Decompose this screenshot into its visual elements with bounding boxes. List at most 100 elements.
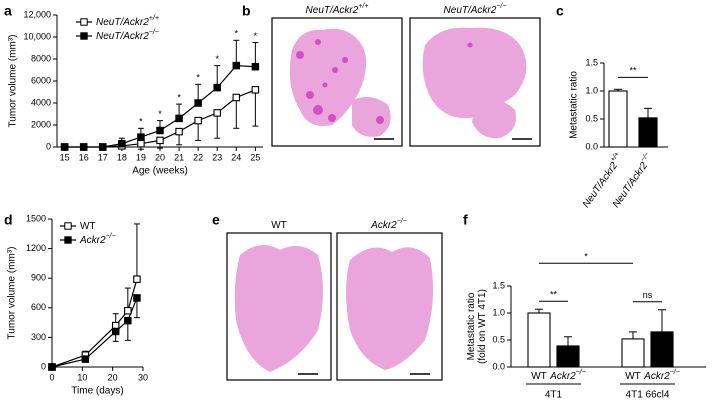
y-tick-label: 1.5 xyxy=(492,280,505,290)
panel-label: e xyxy=(212,212,220,228)
lung-tissue xyxy=(289,28,367,126)
marker xyxy=(124,316,132,325)
marker xyxy=(137,139,145,148)
x-tick-label: 18 xyxy=(117,152,127,162)
marker xyxy=(194,116,202,125)
bar xyxy=(650,331,674,368)
image-title-text: WT xyxy=(271,220,287,231)
bar xyxy=(556,345,580,368)
significance: * xyxy=(177,92,181,102)
x-tick-label-text: WT xyxy=(531,371,547,382)
x-tick-label: 17 xyxy=(98,152,108,162)
x-tick-label-sup: +/+ xyxy=(610,151,622,163)
x-tick-label: 21 xyxy=(174,152,184,162)
y-tick-label: 600 xyxy=(31,302,46,312)
legend-marker xyxy=(64,222,72,230)
marker xyxy=(213,109,221,117)
x-axis-label: Age (weeks) xyxy=(132,166,188,177)
x-tick-label-text: WT xyxy=(625,371,641,382)
x-tick-label: Ackr2−/− xyxy=(643,369,680,381)
y-tick-label: 8000 xyxy=(31,53,51,63)
legend-label: Ackr2−/− xyxy=(79,233,116,245)
x-tick-label: 25 xyxy=(250,152,260,162)
x-tick-label: Ackr2−/− xyxy=(549,369,586,381)
legend-label-sup: +/+ xyxy=(149,15,159,22)
significance: ** xyxy=(629,66,637,76)
legend-label: WT xyxy=(80,221,96,232)
x-tick-label-text: Ackr2 xyxy=(549,371,576,382)
y-tick-label: 0.5 xyxy=(492,334,505,344)
y-axis-label: Tumor volume (mm³) xyxy=(7,247,18,340)
panel-label: b xyxy=(242,3,251,19)
image-title: Ackr2−/− xyxy=(370,218,407,230)
y-tick-label: 12,000 xyxy=(23,9,51,19)
marker xyxy=(133,294,141,302)
marker xyxy=(175,114,183,123)
x-tick-label-sup: −/− xyxy=(576,369,586,376)
x-tick-label: 19 xyxy=(136,152,146,162)
y-axis-label: (fold on WT 4T1) xyxy=(477,289,488,364)
y-tick-label: 1200 xyxy=(26,243,46,253)
marker xyxy=(175,127,183,136)
marker xyxy=(137,133,145,141)
marker xyxy=(81,355,90,363)
legend-marker xyxy=(80,32,88,40)
x-tick-label: 23 xyxy=(212,152,222,162)
panel-label: c xyxy=(556,3,564,19)
marker xyxy=(156,126,164,135)
significance: * xyxy=(235,29,239,39)
x-tick-label-sup: −/− xyxy=(670,369,680,376)
significance: ns xyxy=(643,290,653,300)
x-tick-label: 22 xyxy=(193,152,203,162)
lung-tissue xyxy=(234,245,323,372)
legend-label: NeuT/Ackr2+/+ xyxy=(96,15,159,27)
significance: * xyxy=(196,73,200,83)
marker xyxy=(133,275,141,283)
image-title: NeuT/Ackr2−/− xyxy=(444,3,507,15)
y-tick-label: 6000 xyxy=(31,75,51,85)
legend-label-text: NeuT/Ackr2 xyxy=(96,17,149,28)
y-tick-label: 1.0 xyxy=(585,85,598,95)
y-tick-label: 900 xyxy=(31,273,46,283)
legend-label-text: NeuT/Ackr2 xyxy=(96,31,149,42)
group-label: 4T1 xyxy=(545,390,563,401)
y-axis-label: Metastatic ratio xyxy=(569,71,580,139)
legend-label: NeuT/Ackr2−/− xyxy=(96,29,159,41)
x-tick-label: 16 xyxy=(79,152,89,162)
x-tick-label: WT xyxy=(625,371,641,382)
legend-marker xyxy=(80,18,88,26)
image-title-sup: −/− xyxy=(496,3,506,10)
marker xyxy=(60,143,69,151)
panel-label: a xyxy=(4,3,12,19)
marker xyxy=(124,307,132,315)
lung-tissue xyxy=(472,98,516,139)
marker xyxy=(213,83,221,92)
significance: * xyxy=(584,252,588,262)
marker xyxy=(79,143,88,151)
lung-images xyxy=(226,17,541,381)
x-tick-label: WT xyxy=(531,371,547,382)
marker xyxy=(118,139,126,148)
x-tick-label: 20 xyxy=(108,372,118,382)
x-tick-label: 10 xyxy=(77,372,87,382)
y-tick-label: 0.0 xyxy=(585,141,598,151)
legend-label-text: WT xyxy=(80,221,96,232)
x-tick-label: 15 xyxy=(60,152,70,162)
x-axis-label: Time (days) xyxy=(71,386,123,397)
y-tick-label: 0.0 xyxy=(492,361,505,371)
significance: * xyxy=(215,54,219,64)
bar xyxy=(527,312,551,368)
marker xyxy=(156,136,164,145)
x-tick-label: 20 xyxy=(155,152,165,162)
lung-tissue xyxy=(352,96,391,137)
metastases xyxy=(296,39,384,124)
lung-tissue xyxy=(422,27,527,119)
legend-label-sup: −/− xyxy=(106,233,116,240)
marker xyxy=(251,62,260,71)
y-tick-label: 1500 xyxy=(26,213,46,223)
significance: * xyxy=(158,109,162,119)
significance: ** xyxy=(550,290,558,300)
panel-label: d xyxy=(4,212,13,228)
y-tick-label: 0 xyxy=(46,141,51,151)
